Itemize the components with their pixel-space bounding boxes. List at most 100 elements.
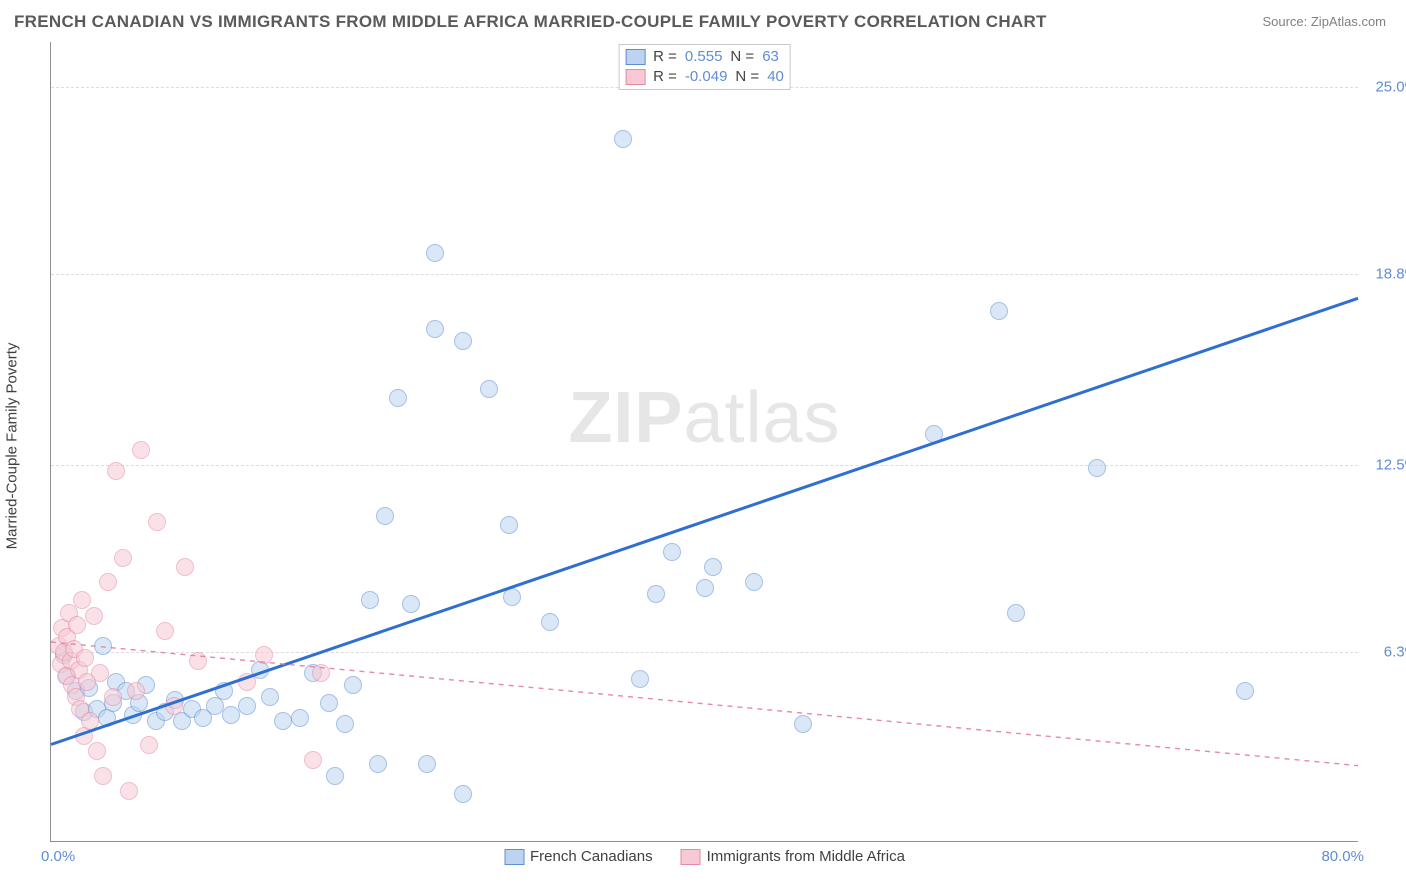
data-point (402, 595, 420, 613)
data-point (156, 622, 174, 640)
data-point (336, 715, 354, 733)
data-point (320, 694, 338, 712)
data-point (304, 751, 322, 769)
data-point (614, 130, 632, 148)
r-label-1: R = (653, 67, 677, 87)
data-point (541, 613, 559, 631)
data-point (426, 320, 444, 338)
bottom-legend: French Canadians Immigrants from Middle … (504, 848, 905, 865)
data-point (215, 682, 233, 700)
data-point (255, 646, 273, 664)
n-value-0: 63 (762, 47, 779, 67)
y-tick-label: 18.8% (1364, 266, 1406, 283)
legend-swatch-series-0 (625, 49, 645, 65)
data-point (418, 755, 436, 773)
watermark: ZIPatlas (568, 377, 840, 459)
data-point (794, 715, 812, 733)
data-point (376, 507, 394, 525)
bottom-legend-swatch-0 (504, 849, 524, 865)
data-point (647, 585, 665, 603)
data-point (85, 607, 103, 625)
y-axis-label: Married-Couple Family Poverty (4, 343, 21, 550)
watermark-bold: ZIP (568, 378, 683, 458)
data-point (238, 697, 256, 715)
bottom-legend-swatch-1 (681, 849, 701, 865)
chart-container: FRENCH CANADIAN VS IMMIGRANTS FROM MIDDL… (0, 0, 1406, 892)
data-point (369, 755, 387, 773)
data-point (206, 697, 224, 715)
data-point (454, 785, 472, 803)
gridline (51, 274, 1358, 275)
data-point (140, 736, 158, 754)
data-point (189, 652, 207, 670)
data-point (222, 706, 240, 724)
stats-legend-box: R = 0.555 N = 63 R = -0.049 N = 40 (618, 44, 791, 90)
y-tick-label: 6.3% (1364, 643, 1406, 660)
data-point (480, 380, 498, 398)
data-point (745, 573, 763, 591)
stats-row-series-0: R = 0.555 N = 63 (625, 47, 784, 67)
data-point (274, 712, 292, 730)
data-point (68, 616, 86, 634)
gridline (51, 652, 1358, 653)
r-value-0: 0.555 (685, 47, 723, 67)
stats-row-series-1: R = -0.049 N = 40 (625, 67, 784, 87)
legend-swatch-series-1 (625, 69, 645, 85)
data-point (91, 664, 109, 682)
x-axis-min-label: 0.0% (41, 848, 75, 865)
n-label-1: N = (735, 67, 759, 87)
data-point (120, 782, 138, 800)
data-point (238, 673, 256, 691)
data-point (1236, 682, 1254, 700)
chart-title: FRENCH CANADIAN VS IMMIGRANTS FROM MIDDL… (14, 12, 1047, 32)
data-point (127, 682, 145, 700)
data-point (990, 302, 1008, 320)
data-point (312, 664, 330, 682)
y-tick-label: 25.0% (1364, 79, 1406, 96)
n-label-0: N = (730, 47, 754, 67)
data-point (114, 549, 132, 567)
data-point (663, 543, 681, 561)
y-tick-label: 12.5% (1364, 456, 1406, 473)
data-point (326, 767, 344, 785)
data-point (76, 649, 94, 667)
bottom-legend-item-0: French Canadians (504, 848, 653, 865)
r-label-0: R = (653, 47, 677, 67)
bottom-legend-label-1: Immigrants from Middle Africa (707, 848, 905, 865)
data-point (107, 462, 125, 480)
data-point (94, 637, 112, 655)
x-axis-max-label: 80.0% (1321, 848, 1364, 865)
data-point (99, 573, 117, 591)
data-point (1088, 459, 1106, 477)
data-point (291, 709, 309, 727)
data-point (104, 688, 122, 706)
data-point (344, 676, 362, 694)
watermark-rest: atlas (683, 378, 840, 458)
source-label: Source: ZipAtlas.com (1262, 14, 1386, 29)
data-point (176, 558, 194, 576)
bottom-legend-label-0: French Canadians (530, 848, 653, 865)
data-point (426, 244, 444, 262)
gridline (51, 465, 1358, 466)
bottom-legend-item-1: Immigrants from Middle Africa (681, 848, 905, 865)
data-point (94, 767, 112, 785)
data-point (503, 588, 521, 606)
data-point (500, 516, 518, 534)
data-point (132, 441, 150, 459)
data-point (454, 332, 472, 350)
data-point (148, 513, 166, 531)
data-point (361, 591, 379, 609)
data-point (261, 688, 279, 706)
data-point (1007, 604, 1025, 622)
data-point (389, 389, 407, 407)
data-point (81, 712, 99, 730)
data-point (696, 579, 714, 597)
n-value-1: 40 (767, 67, 784, 87)
plot-area: ZIPatlas R = 0.555 N = 63 R = -0.049 N =… (50, 42, 1358, 842)
data-point (704, 558, 722, 576)
r-value-1: -0.049 (685, 67, 728, 87)
data-point (88, 742, 106, 760)
data-point (925, 425, 943, 443)
data-point (631, 670, 649, 688)
data-point (165, 697, 183, 715)
